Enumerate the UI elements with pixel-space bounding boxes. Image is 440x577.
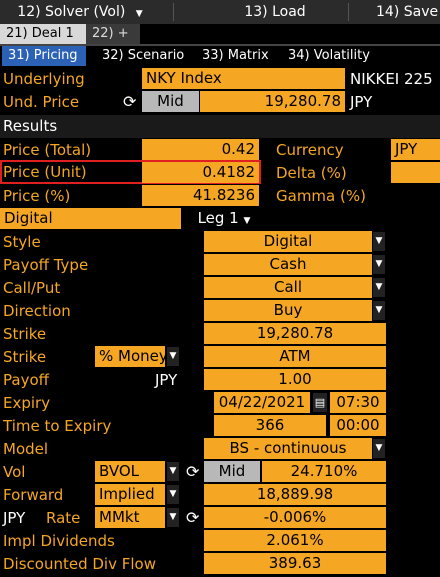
call-put-label: Call/Put (3, 279, 61, 297)
leg-selector-label: Leg 1 (197, 209, 239, 227)
forward-field[interactable]: 18,889.98 (204, 484, 386, 505)
top-toolbar (0, 0, 440, 24)
direction-label: Direction (3, 302, 71, 320)
price-unit-label: Price (Unit) (3, 163, 87, 181)
tab-scenario[interactable]: 32) Scenario (102, 48, 185, 63)
dropdown-arrow-icon[interactable]: ▼ (373, 232, 385, 251)
vol-label: Vol (3, 463, 26, 481)
und-price-label: Und. Price (3, 93, 80, 111)
price-pct-label: Price (%) (3, 187, 71, 205)
model-select[interactable]: BS - continuous (204, 438, 372, 459)
leg-selector[interactable]: Leg 1 ▼ (183, 208, 265, 229)
direction-select[interactable]: Buy (204, 300, 372, 321)
vol-side-button[interactable]: Mid (204, 461, 260, 482)
chevron-down-icon: ▼ (243, 216, 251, 226)
underlying-description: NIKKEI 225 (350, 70, 433, 88)
strike-mode-label: Strike (3, 348, 47, 366)
solver-label: 12) Solver (Vol) (17, 4, 126, 20)
dropdown-arrow-icon[interactable]: ▼ (373, 278, 385, 297)
forward-label: Forward (3, 486, 64, 504)
gamma-label: Gamma (%) (276, 187, 366, 205)
dropdown-arrow-icon[interactable]: ▼ (373, 255, 385, 274)
vol-field[interactable]: 24.710% (262, 461, 386, 482)
currency-field[interactable]: JPY (391, 139, 440, 160)
und-price-currency: JPY (350, 93, 373, 111)
price-total-field: 0.42 (142, 139, 259, 160)
payoff-label: Payoff (3, 371, 49, 389)
underlying-label: Underlying (3, 70, 85, 88)
leg-name-field[interactable]: Digital (0, 208, 181, 229)
tab-pricing[interactable]: 31) Pricing (2, 46, 86, 66)
tab-deal-1[interactable]: 21) Deal 1 (0, 24, 86, 44)
currency-label: Currency (276, 141, 344, 159)
strike-mode-select[interactable]: % Money (95, 346, 168, 367)
und-price-source-button[interactable]: Mid (142, 91, 199, 112)
und-price-field[interactable]: 19,280.78 (200, 91, 345, 112)
impl-dividends-label: Impl Dividends (3, 532, 115, 550)
tab-volatility[interactable]: 34) Volatility (288, 48, 370, 63)
refresh-icon[interactable]: ⟳ (186, 508, 200, 527)
strike-moneyness-field[interactable]: ATM (204, 346, 386, 367)
impl-dividends-field[interactable]: 2.061% (204, 530, 386, 551)
delta-field (391, 162, 440, 183)
time-to-expiry-days-field[interactable]: 366 (214, 415, 326, 436)
price-total-label: Price (Total) (3, 141, 92, 159)
style-select[interactable]: Digital (204, 231, 372, 252)
refresh-icon[interactable]: ⟳ (186, 462, 200, 481)
calendar-icon[interactable]: ▤ (313, 393, 327, 412)
time-to-expiry-label: Time to Expiry (3, 417, 112, 435)
call-put-select[interactable]: Call (204, 277, 372, 298)
dropdown-arrow-icon[interactable]: ▼ (373, 439, 385, 458)
rate-field[interactable]: -0.006% (204, 507, 386, 528)
payoff-type-select[interactable]: Cash (204, 254, 372, 275)
solver-button[interactable]: 12) Solver (Vol) ▼ (0, 0, 160, 24)
discounted-div-flow-field[interactable]: 389.63 (204, 553, 386, 574)
discounted-div-flow-label: Discounted Div Flow (3, 555, 156, 573)
time-to-expiry-time-field[interactable]: 00:00 (330, 415, 386, 436)
style-label: Style (3, 233, 41, 251)
payoff-type-label: Payoff Type (3, 256, 89, 274)
strike-label: Strike (3, 325, 47, 343)
expiry-label: Expiry (3, 394, 51, 412)
payoff-field[interactable]: 1.00 (204, 369, 386, 390)
dropdown-arrow-icon[interactable]: ▼ (167, 485, 179, 504)
model-label: Model (3, 440, 49, 458)
dropdown-arrow-icon[interactable]: ▼ (167, 462, 179, 481)
toolbar-divider (348, 3, 349, 21)
delta-label: Delta (%) (276, 164, 347, 182)
expiry-time-field[interactable]: 07:30 (330, 392, 386, 413)
payoff-currency: JPY (155, 371, 178, 389)
dropdown-arrow-icon[interactable]: ▼ (373, 301, 385, 320)
dropdown-arrow-icon[interactable]: ▼ (167, 347, 179, 366)
add-deal-tab[interactable]: 22) + (86, 24, 140, 44)
dropdown-arrow-icon[interactable]: ▼ (167, 508, 179, 527)
load-button[interactable]: 13) Load (244, 4, 306, 20)
rate-label: Rate (46, 509, 81, 527)
save-button[interactable]: 14) Save (376, 4, 439, 20)
vol-source-select[interactable]: BVOL (95, 461, 165, 482)
tab-divider (0, 44, 440, 46)
price-unit-field: 0.4182 (142, 162, 259, 183)
forward-source-select[interactable]: Implied (95, 484, 165, 505)
toolbar-divider (173, 3, 174, 21)
rate-source-select[interactable]: MMkt (95, 507, 165, 528)
price-unit-highlight (0, 160, 261, 184)
price-pct-field: 41.8236 (142, 185, 259, 206)
strike-field[interactable]: 19,280.78 (204, 323, 386, 344)
expiry-date-field[interactable]: 04/22/2021 (214, 392, 310, 413)
tab-matrix[interactable]: 33) Matrix (202, 48, 269, 63)
results-header: Results (0, 115, 440, 138)
chevron-down-icon: ▼ (135, 9, 143, 19)
rate-currency: JPY (3, 509, 26, 527)
underlying-field[interactable]: NKY Index (142, 68, 345, 89)
refresh-icon[interactable]: ⟳ (123, 92, 137, 111)
